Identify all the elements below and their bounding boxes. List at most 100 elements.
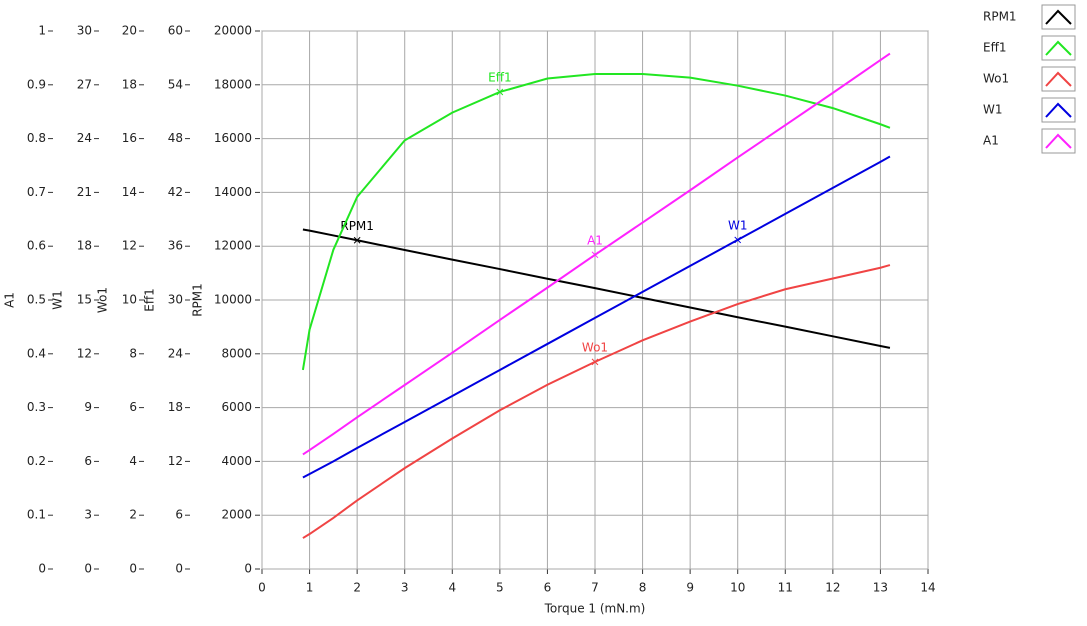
legend-swatch [1041,66,1076,92]
x-axis-label: Torque 1 (mN.m) [544,602,646,616]
x-tick-label: 12 [825,581,840,595]
y-tick-label: 16000 [214,131,252,145]
y-tick-label: 0 [84,562,92,576]
y-tick-label: 15 [77,293,92,307]
y-tick-label: 10000 [214,293,252,307]
y-tick-label: 4000 [221,454,252,468]
y-tick-label: 8000 [221,346,252,360]
y-tick-label: 12 [168,454,183,468]
x-tick-label: 0 [258,581,266,595]
cursor-label: Wo1 [582,340,608,354]
y-tick-label: 0 [38,562,46,576]
y-tick-label: 0 [175,562,183,576]
x-tick-label: 10 [730,581,745,595]
y-tick-label: 0.8 [27,131,46,145]
y-tick-label: 6 [129,400,137,414]
y-tick-label: 10 [122,293,137,307]
y-tick-label: 4 [129,454,137,468]
legend-swatch [1041,35,1076,61]
y-tick-label: 18 [168,400,183,414]
y-tick-label: 12 [77,346,92,360]
legend-icon [1045,40,1072,56]
x-tick-label: 5 [496,581,504,595]
y-axis-label: Eff1 [143,288,157,311]
cursor-label: A1 [587,233,603,247]
y-tick-label: 36 [168,239,183,253]
y-tick-label: 6 [175,508,183,522]
y-tick-label: 27 [77,77,92,91]
series-line [302,228,891,349]
y-tick-label: 14000 [214,185,252,199]
y-tick-label: 20 [122,24,137,38]
y-tick-label: 0 [244,562,252,576]
y-tick-label: 12 [122,239,137,253]
y-axis-label: Wo1 [96,287,110,313]
cursor-marker [734,236,742,244]
cursor-marker [591,251,599,259]
legend-label: Eff1 [983,41,1006,55]
y-tick-label: 18 [77,239,92,253]
y-axis-label: RPM1 [191,283,205,317]
y-tick-label: 8 [129,346,137,360]
y-tick-label: 9 [84,400,92,414]
y-tick-label: 30 [168,293,183,307]
y-tick-label: 0.5 [27,293,46,307]
y-tick-label: 0.3 [27,400,46,414]
y-tick-label: 0.7 [27,185,46,199]
cursor-label: RPM1 [340,219,374,233]
legend-label: A1 [983,134,999,148]
x-tick-label: 13 [873,581,888,595]
y-tick-label: 2 [129,508,137,522]
y-tick-label: 18 [122,77,137,91]
y-tick-label: 42 [168,185,183,199]
x-tick-label: 8 [639,581,647,595]
y-axis-label: A1 [3,292,17,308]
legend-icon [1045,9,1072,25]
y-tick-label: 20000 [214,24,252,38]
cursor-label: W1 [728,218,748,232]
y-tick-label: 12000 [214,239,252,253]
y-tick-label: 0 [129,562,137,576]
legend-label: RPM1 [983,10,1017,24]
x-tick-label: 11 [778,581,793,595]
series-line [301,73,891,371]
y-tick-label: 0.6 [27,239,46,253]
y-tick-label: 1 [38,24,46,38]
y-tick-label: 0.2 [27,454,46,468]
x-tick-label: 9 [686,581,694,595]
y-tick-label: 6 [84,454,92,468]
y-tick-label: 18000 [214,77,252,91]
y-tick-label: 14 [122,185,137,199]
y-axis-label: W1 [51,290,65,310]
y-tick-label: 0.1 [27,508,46,522]
y-tick-label: 48 [168,131,183,145]
series-line [302,155,891,479]
legend-icon [1045,102,1072,118]
y-tick-label: 0.4 [27,346,46,360]
y-tick-label: 16 [122,131,137,145]
cursor-label: Eff1 [488,70,511,84]
y-tick-label: 0.9 [27,77,46,91]
y-tick-label: 21 [77,185,92,199]
y-tick-label: 60 [168,24,183,38]
series-line [302,264,891,539]
series-line [302,52,891,456]
y-tick-label: 24 [168,346,183,360]
x-tick-label: 7 [591,581,599,595]
legend-swatch [1041,97,1076,123]
y-tick-label: 24 [77,131,92,145]
legend-label: W1 [983,103,1003,117]
cursor-marker [591,358,599,366]
cursor-marker [496,88,504,96]
x-tick-label: 3 [401,581,409,595]
x-tick-label: 2 [353,581,361,595]
legend-swatch [1041,128,1076,154]
legend-icon [1045,71,1072,87]
x-tick-label: 14 [920,581,935,595]
legend-icon [1045,133,1072,149]
y-tick-label: 3 [84,508,92,522]
x-tick-label: 6 [544,581,552,595]
y-tick-label: 54 [168,77,183,91]
x-tick-label: 4 [448,581,456,595]
